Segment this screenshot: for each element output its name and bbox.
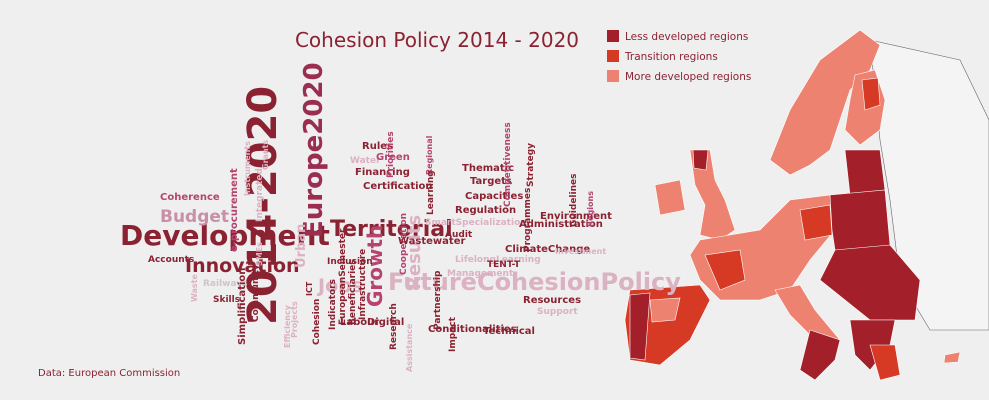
word: ClimateChange: [505, 244, 590, 255]
source: Data: European Commission: [38, 368, 180, 379]
word: Labour: [340, 317, 379, 328]
word: Innovation: [185, 255, 300, 277]
word: Railways: [203, 279, 248, 289]
word: Rules: [362, 141, 393, 152]
word: Waste: [190, 273, 199, 302]
word: Thematic: [462, 163, 514, 174]
legend-label: More developed regions: [625, 71, 751, 83]
title: Cohesion Policy 2014 - 2020: [295, 28, 579, 52]
word: Partnership: [433, 270, 443, 330]
word: Regulation: [455, 205, 516, 216]
word: ICT: [305, 281, 314, 296]
word: Simplification: [237, 268, 248, 345]
legend-label: Transition regions: [624, 51, 718, 63]
word: Cooperation: [399, 213, 409, 275]
region: [869, 344, 901, 381]
word: Coherence: [160, 192, 220, 203]
word: Accounts: [148, 255, 194, 265]
word: Targets: [470, 176, 512, 187]
legend-swatch: [607, 70, 619, 82]
word: Jobs: [316, 275, 363, 297]
region: [704, 249, 746, 291]
region: [654, 179, 686, 216]
word: Budget: [160, 207, 229, 227]
word: Resources: [523, 295, 581, 306]
region: [943, 351, 961, 364]
word: Indicators: [328, 279, 338, 330]
word: Results: [404, 215, 425, 290]
word: Assistance: [405, 323, 414, 372]
word: FutureCohesionPolicy: [388, 268, 681, 296]
word: e-procurement: [229, 168, 240, 252]
legend-swatch: [607, 30, 619, 42]
word: Urban: [294, 224, 309, 268]
word: LifelongLearning: [455, 255, 541, 265]
map: [624, 29, 989, 381]
region: [799, 329, 841, 381]
region: [689, 149, 736, 241]
word: Certification: [363, 181, 433, 192]
word: SMEs: [255, 242, 264, 266]
word: 2014-2020: [240, 86, 286, 325]
word: Beneficiaries: [348, 259, 358, 325]
word: Growth: [363, 225, 387, 307]
word: Water: [350, 156, 381, 166]
word: Priorities: [386, 131, 396, 178]
word: Efficiency: [283, 304, 292, 348]
word: Environment: [540, 211, 612, 222]
word: Strategy: [526, 143, 536, 187]
word: Learning: [426, 170, 436, 215]
word: Instruments: [243, 141, 252, 196]
word: Competitiveness: [503, 122, 513, 207]
word: Investment: [555, 247, 606, 256]
word: Wastewater: [398, 236, 465, 247]
word: Inclusion: [327, 257, 373, 267]
word: Infrastructure: [358, 249, 368, 320]
word: Audit: [445, 230, 473, 240]
word: Green: [376, 152, 410, 163]
word: Programmes: [523, 188, 533, 252]
word: Community: [251, 264, 261, 322]
word: Guidelines: [569, 174, 579, 227]
word: Support: [537, 307, 578, 317]
region: [861, 77, 881, 111]
word: Capacities: [465, 191, 523, 202]
legend-swatch: [607, 50, 619, 62]
word: Integrated: [255, 168, 265, 222]
region: [629, 292, 651, 361]
word: Management: [447, 269, 514, 279]
word: Financing: [355, 167, 410, 178]
region: [692, 149, 709, 171]
word: Regions: [586, 191, 595, 227]
word: Territorial: [330, 217, 453, 242]
word: Development: [120, 219, 330, 252]
word: Regional: [425, 135, 434, 175]
word: Administration: [519, 219, 603, 230]
region: [844, 149, 886, 196]
word: Europe2020: [299, 62, 329, 238]
region: [649, 297, 681, 323]
word: Cohesion: [312, 299, 322, 345]
word: Technical: [483, 326, 535, 337]
word: TENT-T: [487, 260, 521, 270]
word: Impact: [448, 316, 458, 352]
word: Conditionalities: [428, 324, 517, 335]
word: SmartSpecialization: [425, 218, 527, 228]
legend-label: Less developed regions: [625, 31, 748, 43]
region: [799, 204, 833, 241]
word: Projects: [290, 301, 299, 338]
word: EuropeanSemester: [338, 228, 348, 325]
word: Digital: [367, 317, 404, 328]
word: Grants: [261, 140, 270, 170]
word: Skills: [213, 295, 240, 305]
word: Research: [389, 303, 399, 350]
